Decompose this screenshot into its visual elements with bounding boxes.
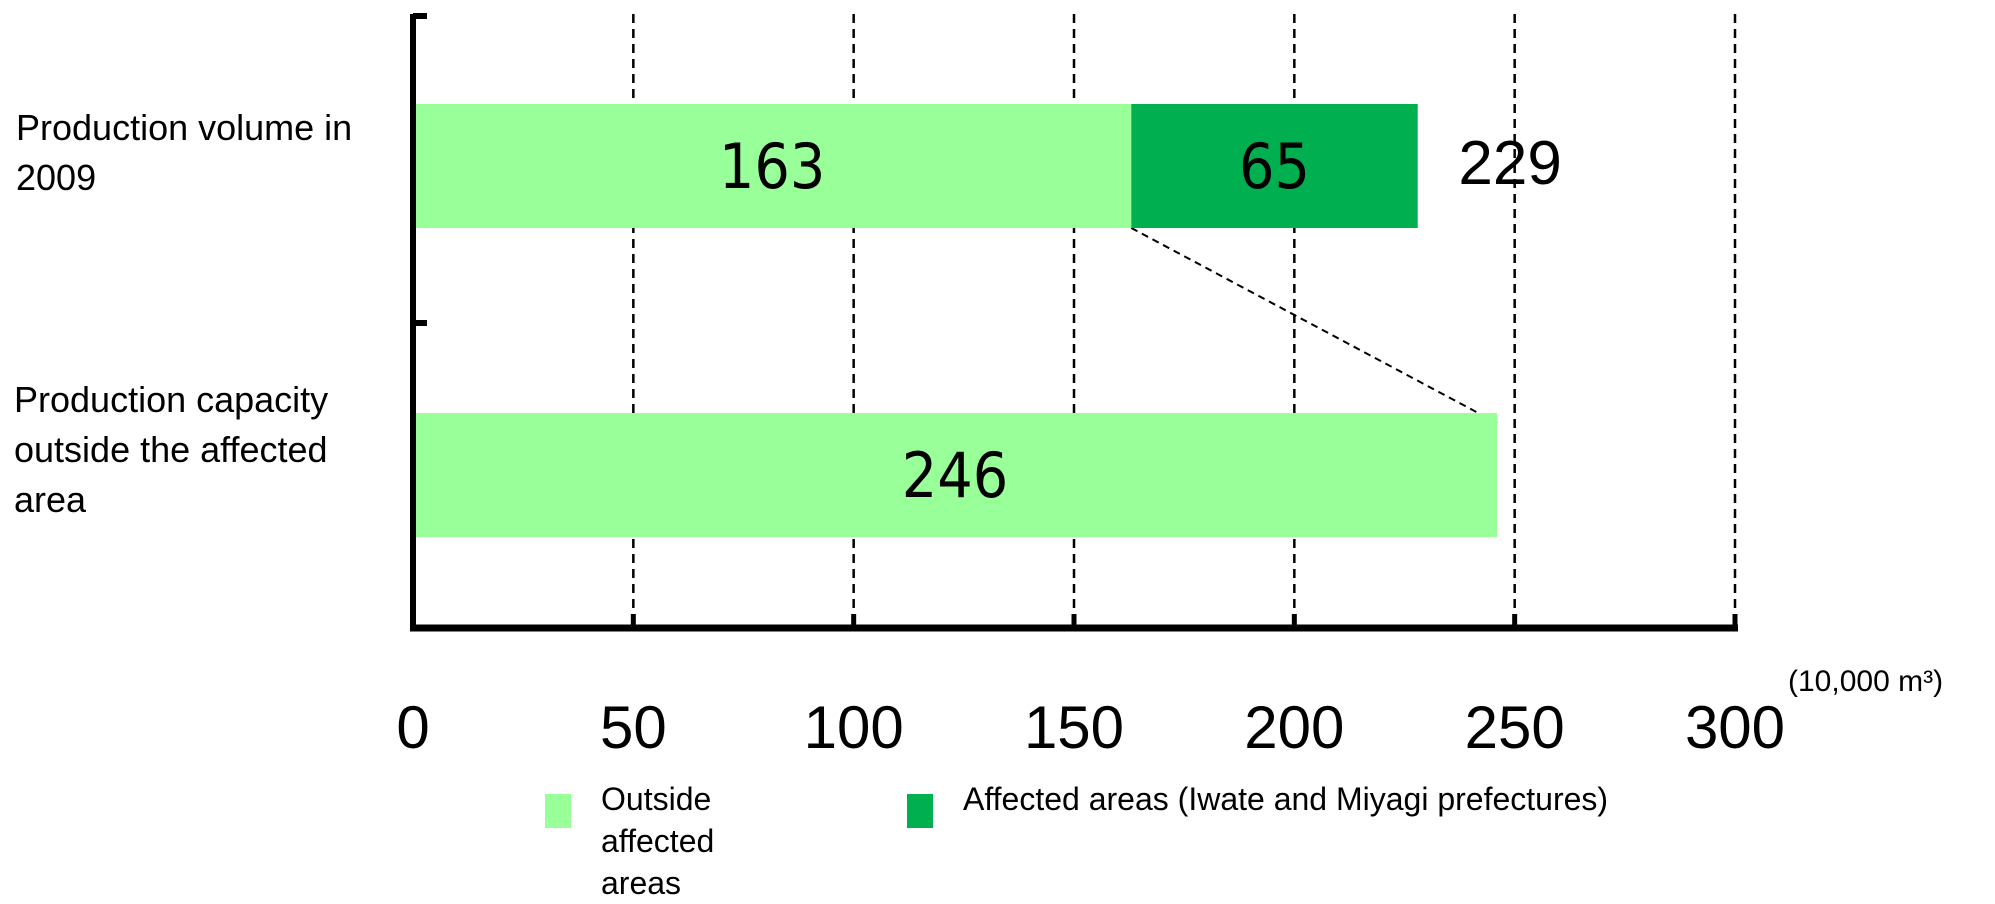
- data-label-outside-1: 246: [902, 439, 1008, 512]
- x-tick-labels: 0 50 100 150 200 250 300: [396, 694, 1785, 761]
- x-tick-label-0: 0: [396, 694, 429, 761]
- category-label-production-capacity: Production capacity outside the affected…: [14, 379, 329, 520]
- bar-affected-0: [1131, 104, 1418, 228]
- x-tick-label-100: 100: [804, 694, 904, 761]
- chart-plot-area: 0 50 100 150 200 250 300 163 65 229 246: [396, 13, 1785, 761]
- total-label-0: 229: [1458, 129, 1561, 198]
- x-tick-label-50: 50: [600, 694, 667, 761]
- connector-lines: [1130, 227, 1498, 424]
- bar-outside-1: [413, 413, 1498, 537]
- x-tick-label-300: 300: [1685, 694, 1785, 761]
- x-axis-unit: (10,000 m³): [1788, 665, 1944, 698]
- legend-label-affected: Affected areas (Iwate and Miyagi prefect…: [963, 781, 1609, 817]
- bar-outside-0: [413, 104, 1132, 228]
- data-label-affected-0: 65: [1239, 130, 1310, 203]
- legend-label-outside: Outside affected areas: [601, 781, 715, 901]
- bars: [413, 104, 1498, 537]
- legend-swatch-outside: [545, 794, 571, 828]
- connector-line: [1130, 227, 1498, 424]
- legend-item-outside: Outside affected areas: [545, 778, 845, 904]
- axes: [410, 13, 1738, 632]
- data-label-outside-0: 163: [719, 130, 825, 203]
- legend-swatch-affected: [907, 794, 933, 828]
- data-labels: 163 65 229 246: [719, 129, 1562, 512]
- category-label-production-volume: Production volume in 2009: [16, 107, 353, 198]
- x-tick-label-250: 250: [1465, 694, 1565, 761]
- legend-item-affected: Affected areas (Iwate and Miyagi prefect…: [907, 778, 1807, 828]
- x-tick-label-150: 150: [1024, 694, 1124, 761]
- x-tick-label-200: 200: [1244, 694, 1344, 761]
